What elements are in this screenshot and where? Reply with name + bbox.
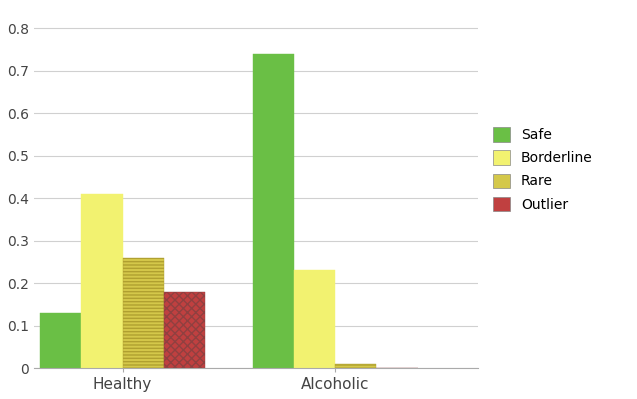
Legend: Safe, Borderline, Rare, Outlier: Safe, Borderline, Rare, Outlier [489, 123, 597, 216]
Bar [40, 313, 82, 368]
Bar [122, 258, 164, 368]
Bar [253, 54, 294, 368]
Bar [82, 194, 122, 368]
Bar [294, 271, 335, 368]
Bar [164, 292, 205, 368]
Bar [335, 364, 376, 368]
